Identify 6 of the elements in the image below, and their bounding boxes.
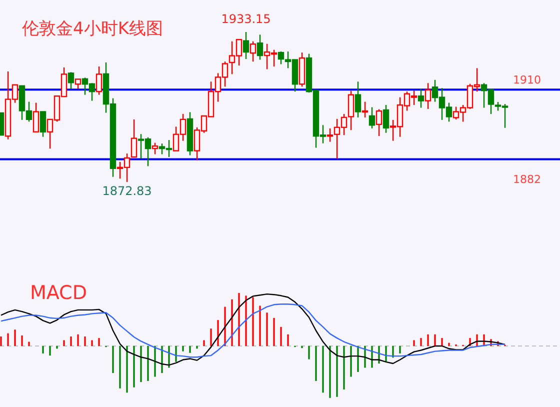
ref-line-label: 1910 [513, 74, 541, 87]
chart-title: MACD [30, 282, 87, 304]
chart-title: 伦敦金4小时K线图 [22, 19, 163, 39]
ref-line-label: 1882 [513, 173, 541, 186]
annotation: 1933.15 [221, 12, 271, 26]
annotation: 1872.83 [102, 184, 152, 198]
